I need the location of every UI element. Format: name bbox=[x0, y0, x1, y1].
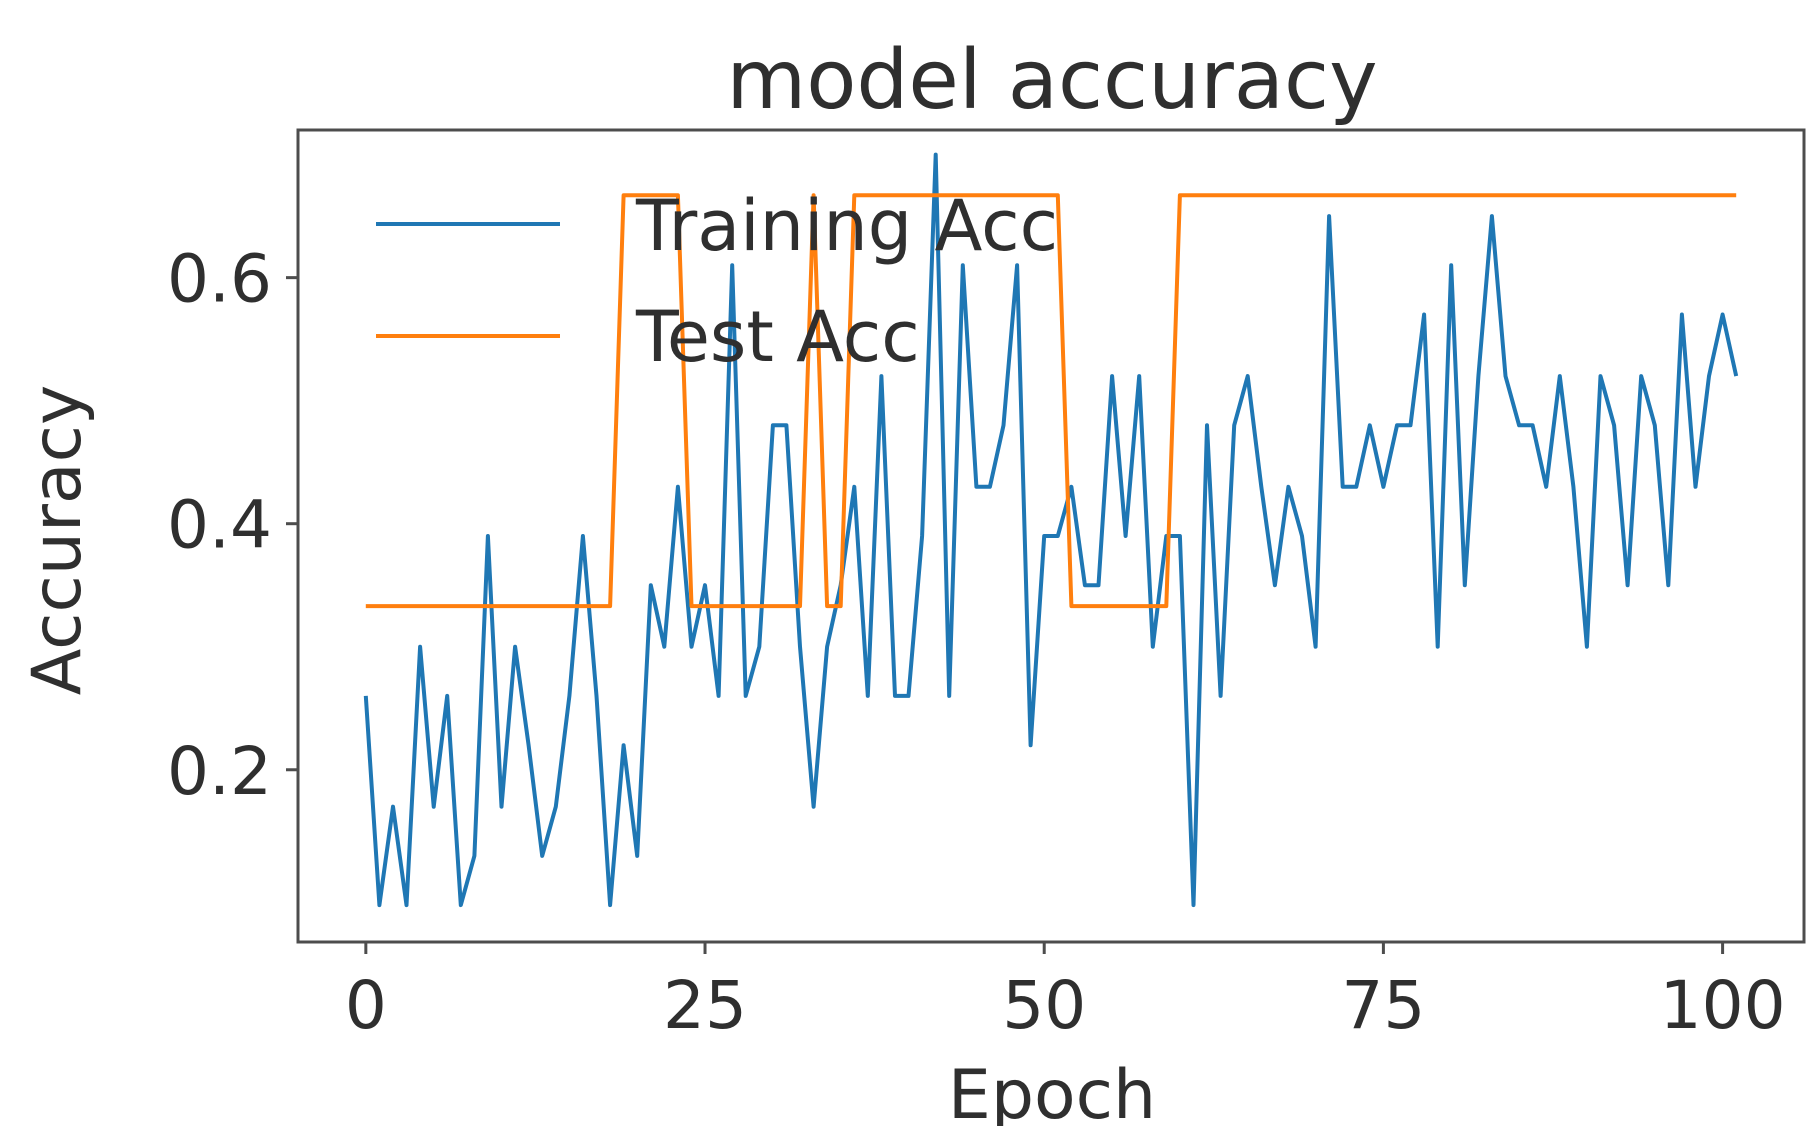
x-tick-label: 25 bbox=[663, 967, 747, 1044]
y-tick-label: 0.4 bbox=[167, 487, 272, 564]
series-line-training-acc bbox=[363, 152, 1739, 908]
plot-frame bbox=[296, 128, 1806, 944]
plot-lines bbox=[363, 152, 1739, 908]
chart-title: model accuracy bbox=[726, 33, 1377, 128]
x-tick-label: 50 bbox=[1002, 967, 1086, 1044]
y-axis-ticks: 0.2 0.4 0.6 bbox=[167, 241, 298, 810]
x-axis-ticks: 0 25 50 75 100 bbox=[345, 942, 1786, 1044]
legend-label-training: Training Acc bbox=[635, 185, 1058, 267]
y-axis-label: Accuracy bbox=[18, 385, 97, 695]
x-tick-label: 75 bbox=[1341, 967, 1425, 1044]
x-tick-label: 100 bbox=[1660, 967, 1786, 1044]
x-axis-label: Epoch bbox=[948, 1056, 1156, 1126]
legend-label-test: Test Acc bbox=[635, 296, 920, 378]
y-tick-label: 0.6 bbox=[167, 241, 272, 318]
legend: Training Acc Test Acc bbox=[376, 185, 1058, 378]
y-tick-label: 0.2 bbox=[167, 733, 272, 810]
series-line-test-acc bbox=[365, 193, 1737, 609]
x-tick-label: 0 bbox=[345, 967, 387, 1044]
